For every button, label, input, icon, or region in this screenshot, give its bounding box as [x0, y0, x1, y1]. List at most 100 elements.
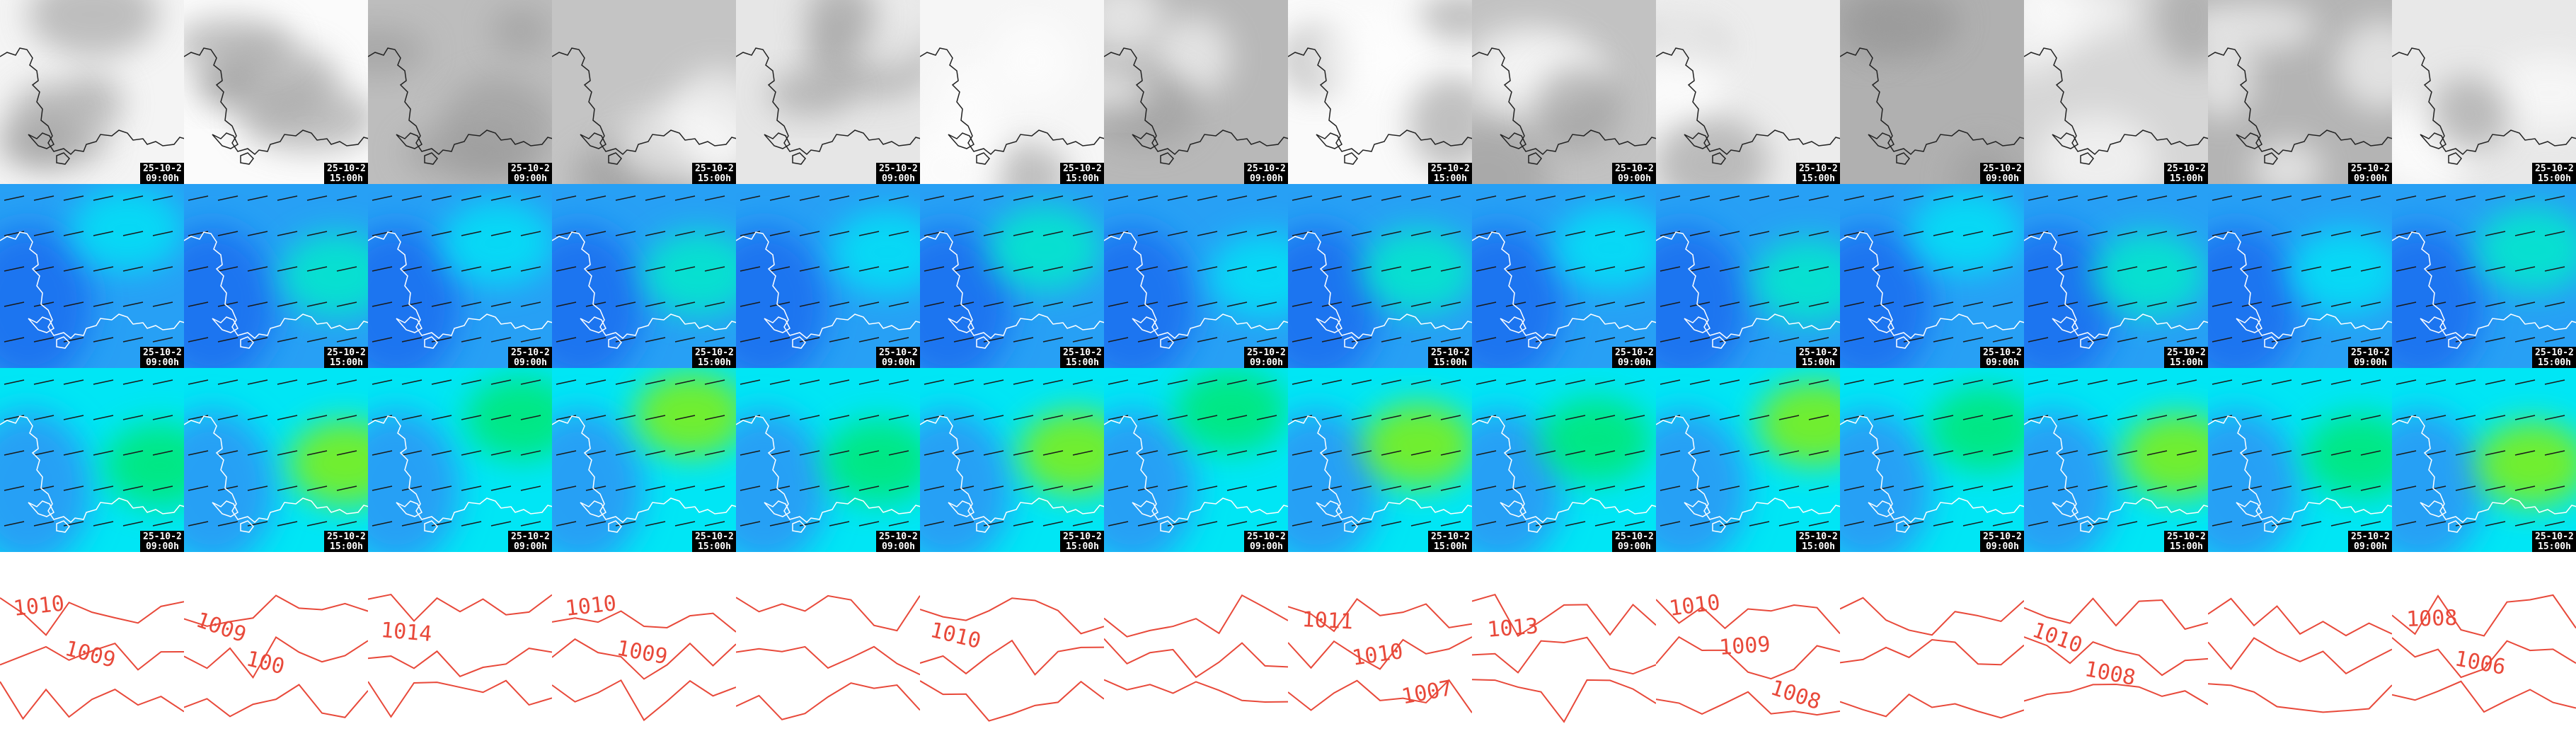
field-blob	[368, 226, 460, 368]
wind-arrow	[2544, 521, 2565, 527]
wind-arrow	[1594, 195, 1616, 201]
wind-arrow	[1505, 379, 1526, 385]
wind-arrow	[188, 485, 209, 491]
wind-arrow	[1992, 231, 2013, 236]
wind-arrow	[1565, 485, 1586, 491]
wind-arrow	[2117, 337, 2138, 343]
stamp-date: 25-10-2	[1431, 347, 1470, 358]
wind-arrow	[2485, 415, 2506, 420]
wind-arrow	[2425, 415, 2446, 420]
map-tile: 25-10-209:00h	[736, 368, 920, 552]
wind-arrow	[2146, 301, 2168, 307]
wind-arrow	[4, 379, 25, 385]
wind-arrow	[1933, 415, 1954, 420]
isobar	[2208, 683, 2392, 713]
wind-arrow	[1749, 195, 1770, 201]
stamp-box	[1428, 531, 1472, 552]
wind-arrow	[122, 195, 144, 201]
stamp-time: 15:00h	[330, 541, 363, 552]
wind-arrow	[2176, 195, 2197, 201]
tile-content: 25-10-209:00h	[1840, 0, 2024, 184]
wind-arrow	[336, 379, 357, 385]
wind-arrow	[924, 301, 945, 307]
stamp-time: 15:00h	[1066, 173, 1099, 184]
wind-arrow	[401, 521, 422, 527]
wind-arrow	[2241, 231, 2262, 236]
wind-arrow	[1594, 485, 1616, 491]
wind-arrow	[2241, 266, 2262, 272]
wind-arrow	[1072, 450, 1093, 456]
wind-arrow	[645, 301, 666, 307]
wind-arrow	[1351, 266, 1372, 272]
field-blob	[920, 410, 1012, 552]
isobar	[736, 645, 920, 676]
isobar	[552, 638, 736, 680]
tile-content: 25-10-215:00h	[2392, 368, 2576, 552]
wind-arrow	[1197, 266, 1218, 272]
cloud-blob	[2208, 2, 2318, 52]
isobar	[1656, 691, 1840, 716]
wind-arrow	[1167, 195, 1188, 201]
wind-arrow	[2425, 521, 2446, 527]
stamp-time: 15:00h	[1802, 357, 1835, 368]
wind-arrow	[1719, 379, 1740, 385]
pressure-bg	[1288, 552, 1472, 736]
wind-arrow	[1167, 379, 1188, 385]
wind-arrow	[1197, 485, 1218, 491]
wind-arrow	[2271, 379, 2292, 385]
wind-arrow	[2360, 485, 2381, 491]
field-blob	[1752, 238, 1840, 324]
wind-arrow	[1933, 266, 1954, 272]
wind-arrow	[2241, 450, 2262, 456]
stamp-date: 25-10-2	[511, 347, 550, 358]
tile-content: 1014	[368, 552, 552, 736]
stamp-date: 25-10-2	[1431, 531, 1470, 542]
wind-arrow	[2425, 337, 2446, 343]
stamp-time: 09:00h	[2354, 357, 2387, 368]
wind-arrow	[888, 521, 909, 527]
wind-arrow	[1167, 485, 1188, 491]
wind-arrow	[122, 266, 144, 272]
wind-arrow	[247, 301, 268, 307]
tile-content: 1010	[920, 552, 1104, 736]
stamp-time: 09:00h	[1986, 173, 2019, 184]
wind-arrow	[1962, 195, 1984, 201]
wind-arrow	[2241, 485, 2262, 491]
wind-arrow	[1624, 485, 1645, 491]
wind-arrow	[2057, 301, 2078, 307]
wind-arrow	[1351, 195, 1372, 201]
wind-arrow	[1410, 379, 1432, 385]
field-blob	[1910, 189, 2024, 275]
isobar	[552, 679, 736, 722]
wind-arrow	[2176, 415, 2197, 420]
wind-arrow	[556, 195, 577, 201]
isobar	[1656, 599, 1840, 635]
wind-arrow	[431, 415, 452, 420]
wind-arrow	[858, 521, 880, 527]
wind-arrow	[1292, 301, 1313, 307]
wind-arrow	[1933, 231, 1954, 236]
wind-arrow	[1351, 415, 1372, 420]
tile-content: 25-10-215:00h	[2024, 184, 2208, 368]
wind-arrow	[1660, 450, 1681, 456]
tile-content	[1104, 552, 1288, 736]
field-blob	[920, 226, 1012, 368]
wind-arrow	[2360, 450, 2381, 456]
wind-arrow	[1108, 379, 1129, 385]
wind-arrow	[490, 231, 512, 236]
wind-arrow	[2360, 379, 2381, 385]
cloud-blob	[1408, 76, 1472, 171]
wind-arrow	[1351, 231, 1372, 236]
wind-arrow	[924, 485, 945, 491]
wind-arrow	[1749, 485, 1770, 491]
wind-arrow	[1903, 521, 1924, 527]
wind-arrow	[1197, 231, 1218, 236]
wind-arrow	[1903, 415, 1924, 420]
wind-arrow	[769, 231, 790, 236]
wind-arrow	[1292, 266, 1313, 272]
isobar-label: 1011	[1301, 607, 1354, 635]
wind-arrow	[1440, 301, 1461, 307]
wind-arrow	[461, 485, 482, 491]
wind-arrow	[2544, 337, 2565, 343]
wind-arrow	[401, 195, 422, 201]
